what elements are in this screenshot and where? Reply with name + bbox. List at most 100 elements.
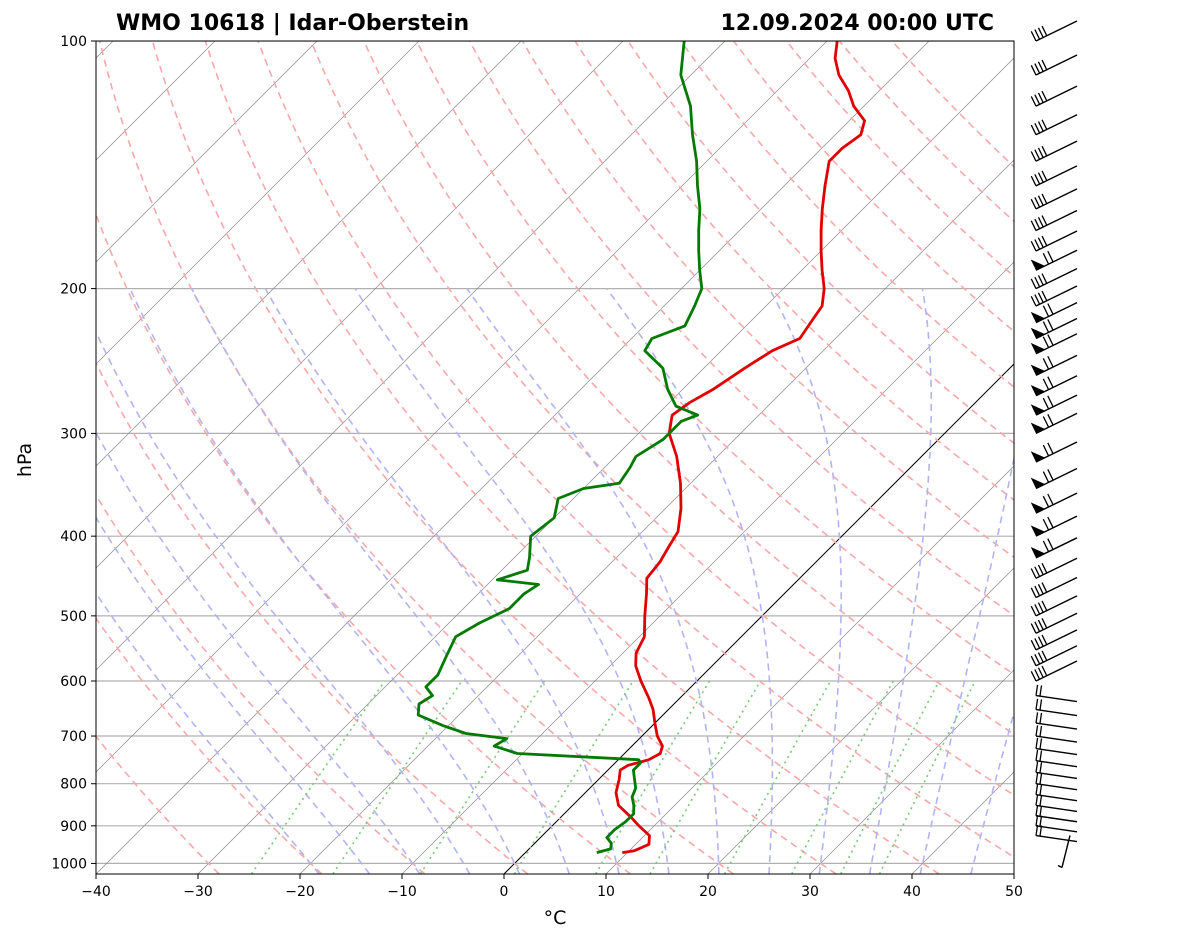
wind-barb bbox=[1030, 333, 1078, 355]
wind-barb bbox=[1030, 20, 1078, 42]
y-axis-label: hPa bbox=[14, 443, 36, 477]
wind-barb bbox=[1030, 394, 1078, 416]
mixing-ratio-line bbox=[649, 680, 762, 874]
x-tick-label: 0 bbox=[500, 884, 509, 900]
wind-barb bbox=[1030, 267, 1078, 290]
mixing-ratio-line bbox=[250, 680, 386, 874]
dry-adiabat bbox=[363, 41, 1014, 736]
x-tick-label: 20 bbox=[699, 884, 717, 900]
background-lines bbox=[96, 41, 1014, 874]
dry-adiabat bbox=[680, 41, 1014, 389]
dry-adiabat bbox=[151, 41, 837, 874]
dry-adiabat bbox=[96, 361, 529, 874]
dry-adiabat bbox=[257, 41, 1014, 858]
wind-barb bbox=[1035, 684, 1078, 703]
dry-adiabat bbox=[785, 41, 1014, 278]
moist-adiabat bbox=[190, 288, 571, 874]
y-tick-label: 600 bbox=[60, 674, 87, 690]
wind-barb bbox=[1030, 515, 1078, 537]
wind-barb bbox=[1030, 209, 1078, 232]
moist-adiabat bbox=[466, 288, 720, 874]
isotherm bbox=[299, 159, 1014, 874]
isotherm bbox=[96, 41, 318, 263]
mixing-ratio-line bbox=[839, 680, 940, 874]
x-tick-label: −40 bbox=[81, 884, 111, 900]
moist-adiabat bbox=[129, 288, 521, 874]
wind-barb bbox=[1030, 537, 1078, 559]
mixing-ratio-line bbox=[790, 680, 895, 874]
x-tick-label: 10 bbox=[597, 884, 615, 900]
moist-adiabat bbox=[606, 288, 774, 874]
moist-adiabat bbox=[96, 591, 320, 874]
wind-barb bbox=[1030, 85, 1078, 107]
dry-adiabat bbox=[627, 41, 1014, 445]
dry-adiabat bbox=[574, 41, 1014, 501]
moist-adiabat bbox=[96, 330, 471, 874]
wind-barb bbox=[1030, 576, 1078, 599]
y-axis-ticks: 1000 900 800 700 600 500 400 300 200 100 bbox=[51, 34, 96, 872]
wind-barb bbox=[1035, 772, 1078, 791]
isotherm bbox=[96, 41, 828, 773]
isotherm bbox=[197, 57, 1014, 874]
x-tick-label: −30 bbox=[183, 884, 213, 900]
isotherm bbox=[96, 41, 522, 467]
mixing-ratio-line bbox=[419, 680, 546, 874]
dry-adiabat bbox=[96, 493, 426, 874]
dry-adiabat bbox=[310, 41, 1014, 796]
isotherm bbox=[96, 41, 624, 569]
wind-barb bbox=[1030, 301, 1078, 324]
wind-barb bbox=[1030, 660, 1078, 682]
wind-barb bbox=[1030, 612, 1078, 634]
moist-adiabat bbox=[768, 288, 842, 874]
wind-barb bbox=[1030, 249, 1078, 271]
wind-barb bbox=[1035, 737, 1078, 756]
isotherm bbox=[605, 465, 1014, 874]
dewpoint-profile bbox=[416, 41, 704, 854]
wind-barb bbox=[1030, 645, 1078, 667]
dry-adiabat bbox=[838, 41, 1014, 223]
chart-title-right: 12.09.2024 00:00 UTC bbox=[720, 11, 994, 36]
y-tick-label: 300 bbox=[60, 426, 87, 442]
sounding-series bbox=[416, 41, 866, 854]
x-axis-label: °C bbox=[544, 907, 567, 929]
wind-barb bbox=[1035, 761, 1078, 780]
wind-barbs bbox=[1030, 20, 1078, 869]
y-tick-label: 400 bbox=[60, 529, 87, 545]
isotherm bbox=[96, 41, 726, 671]
isotherm bbox=[707, 567, 1014, 874]
wind-barb bbox=[1035, 725, 1078, 743]
wind-barb bbox=[1030, 492, 1078, 514]
wind-barb bbox=[1030, 412, 1078, 435]
temperature-profile bbox=[614, 41, 866, 854]
x-axis-ticks: −40 −30 −20 −10 0 10 20 30 40 50 bbox=[81, 874, 1023, 900]
zero-isotherm bbox=[503, 363, 1014, 874]
wind-barb bbox=[1030, 188, 1078, 210]
x-tick-label: 30 bbox=[801, 884, 819, 900]
y-tick-label: 900 bbox=[60, 819, 87, 835]
dry-adiabat bbox=[732, 41, 1014, 333]
moist-adiabat bbox=[96, 516, 371, 874]
moist-adiabat bbox=[354, 288, 670, 874]
wind-barb bbox=[1030, 54, 1078, 76]
moist-adiabat bbox=[264, 288, 620, 874]
dry-adiabat bbox=[415, 41, 1014, 676]
isotherm bbox=[809, 669, 1014, 874]
wind-barb bbox=[1030, 140, 1078, 162]
wind-barb bbox=[1035, 815, 1078, 833]
wind-barb bbox=[1030, 375, 1078, 397]
moist-adiabat bbox=[919, 454, 1014, 874]
isotherm bbox=[96, 41, 930, 874]
mixing-ratio-line bbox=[513, 680, 634, 874]
wind-barb bbox=[1030, 595, 1078, 617]
wind-barb bbox=[1035, 794, 1078, 813]
x-tick-label: −10 bbox=[387, 884, 417, 900]
y-tick-label: 500 bbox=[60, 609, 87, 625]
moist-adiabat bbox=[96, 430, 421, 874]
wind-barb bbox=[1030, 629, 1078, 651]
wind-barb bbox=[1035, 749, 1078, 768]
y-tick-label: 700 bbox=[60, 729, 87, 745]
mixing-ratio-line bbox=[723, 680, 832, 874]
wind-barb bbox=[1030, 354, 1078, 376]
dry-adiabat bbox=[521, 41, 1014, 559]
